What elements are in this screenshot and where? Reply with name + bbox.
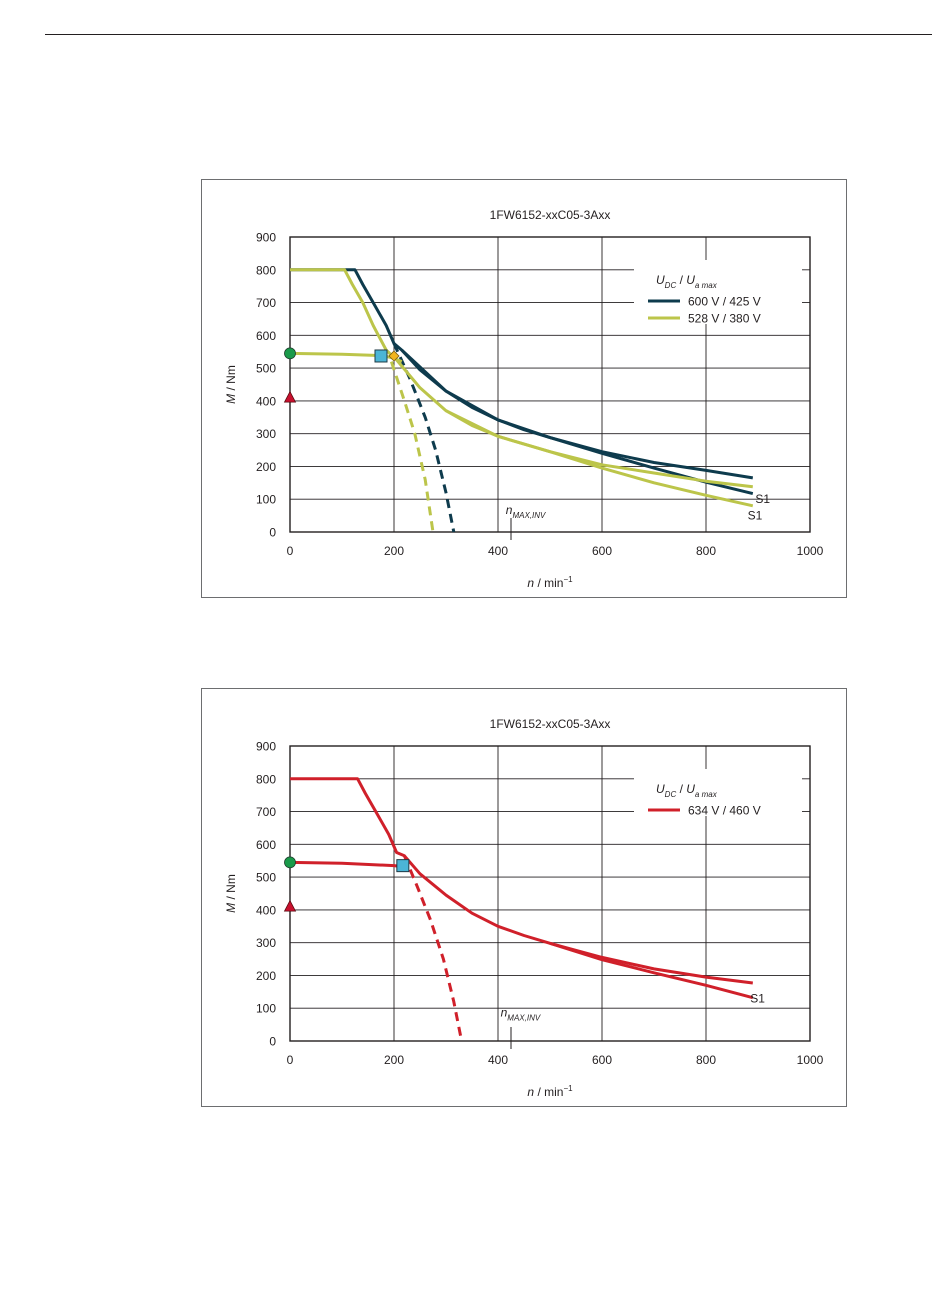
- y-tick-label: 400: [256, 903, 276, 917]
- n-max-inv-var: n: [501, 1005, 508, 1019]
- legend-entry-label: 528 V / 380 V: [688, 312, 761, 326]
- x-axis-unit-exponent: −1: [563, 575, 573, 584]
- x-axis-label: n / min−1: [527, 1084, 573, 1099]
- x-tick-label: 200: [384, 544, 404, 558]
- marker-triangle: [283, 899, 297, 912]
- y-axis-var: M: [224, 903, 238, 913]
- y-tick-label: 300: [256, 427, 276, 441]
- series-6-line: [389, 361, 435, 533]
- y-tick-label: 100: [256, 493, 276, 507]
- y-tick-label: 600: [256, 838, 276, 852]
- y-tick-label: 900: [256, 231, 276, 245]
- legend-header: UDC / Ua max: [656, 782, 718, 799]
- x-axis-unit: / min: [534, 1085, 563, 1099]
- x-tick-label: 1000: [797, 1053, 824, 1067]
- x-axis-var: n: [527, 1085, 534, 1099]
- x-tick-label: 400: [488, 544, 508, 558]
- x-tick-label: 200: [384, 1053, 404, 1067]
- y-tick-label: 600: [256, 329, 276, 343]
- legend-header-u-amax: U: [686, 273, 695, 287]
- chart-title: 1FW6152-xxC05-3Axx: [490, 717, 611, 731]
- y-axis-unit: / Nm: [224, 874, 238, 903]
- plot-border: [289, 236, 811, 533]
- y-tick-label: 500: [256, 871, 276, 885]
- legend-box: [634, 769, 802, 816]
- page-top-rule: [45, 34, 932, 35]
- s1-label: S1: [748, 509, 763, 523]
- marker-diamond: [388, 350, 400, 362]
- chart-title: 1FW6152-xxC05-3Axx: [490, 208, 611, 222]
- legend-header-amax-subscript: a max: [695, 790, 718, 799]
- y-axis-label: M / Nm: [224, 365, 238, 404]
- marker-square: [396, 859, 410, 873]
- legend-header-separator: /: [676, 782, 686, 796]
- y-tick-label: 500: [256, 362, 276, 376]
- y-tick-label: 200: [256, 969, 276, 983]
- marker-circle: [284, 347, 296, 360]
- x-tick-label: 0: [287, 544, 294, 558]
- series-5-line: [445, 409, 754, 508]
- n-max-inv-subscript: MAX,INV: [507, 1013, 541, 1022]
- x-axis-unit-exponent: −1: [563, 1084, 573, 1093]
- y-axis-unit: / Nm: [224, 365, 238, 394]
- marker-circle: [284, 856, 296, 869]
- x-tick-label: 400: [488, 1053, 508, 1067]
- chart-1: 1FW6152-xxC05-3Axx 0 100 200 300 400 500 600 700…: [224, 208, 824, 590]
- x-axis-var: n: [527, 576, 534, 590]
- legend-header-separator: /: [676, 273, 686, 287]
- x-tick-label: 600: [592, 544, 612, 558]
- series-1-line: [290, 777, 753, 985]
- marker-triangle: [283, 390, 297, 403]
- y-tick-label: 0: [269, 1035, 276, 1049]
- marker-square: [374, 349, 388, 363]
- series-4-line: [290, 268, 753, 489]
- y-tick-label: 700: [256, 805, 276, 819]
- x-tick-label: 800: [696, 1053, 716, 1067]
- y-tick-label: 800: [256, 263, 276, 277]
- legend-entry-label: 600 V / 425 V: [688, 295, 761, 309]
- s1-label: S1: [755, 492, 770, 506]
- n-max-inv-annotation: nMAX,INV: [506, 503, 546, 520]
- chart-2: 1FW6152-xxC05-3Axx 0 100 200 300 400 500 600 700…: [224, 717, 824, 1099]
- s1-label: S1: [750, 991, 765, 1005]
- y-tick-label: 0: [269, 526, 276, 540]
- y-axis-var: M: [224, 394, 238, 404]
- legend-header-u-dc: U: [656, 782, 665, 796]
- y-axis-label: M / Nm: [224, 874, 238, 913]
- y-tick-label: 300: [256, 936, 276, 950]
- x-axis-unit: / min: [534, 576, 563, 590]
- chart-frame-1: 1FW6152-xxC05-3Axx 0 100 200 300 400 500 600 700…: [201, 179, 847, 598]
- n-max-inv-annotation: nMAX,INV: [501, 1005, 541, 1022]
- legend-header-u-amax: U: [686, 782, 695, 796]
- x-tick-label: 600: [592, 1053, 612, 1067]
- x-tick-label: 1000: [797, 544, 824, 558]
- x-tick-label: 0: [287, 1053, 294, 1067]
- series-3-line: [549, 941, 754, 1000]
- legend-entry-label: 634 V / 460 V: [688, 804, 761, 818]
- legend-header-amax-subscript: a max: [695, 281, 718, 290]
- x-axis-label: n / min−1: [527, 575, 573, 590]
- y-tick-label: 100: [256, 1002, 276, 1016]
- chart-frame-2: 1FW6152-xxC05-3Axx 0 100 200 300 400 500 600 700…: [201, 688, 847, 1107]
- y-tick-label: 200: [256, 460, 276, 474]
- y-tick-label: 400: [256, 394, 276, 408]
- legend-box: [634, 260, 802, 324]
- y-tick-label: 700: [256, 296, 276, 310]
- legend-header: UDC / Ua max: [656, 273, 718, 290]
- n-max-inv-var: n: [506, 503, 513, 517]
- y-tick-label: 800: [256, 772, 276, 786]
- plot-border: [289, 745, 811, 1042]
- n-max-inv-subscript: MAX,INV: [512, 511, 546, 520]
- y-tick-label: 900: [256, 740, 276, 754]
- x-tick-label: 800: [696, 544, 716, 558]
- legend-header-dc-subscript: DC: [665, 281, 677, 290]
- legend-header-dc-subscript: DC: [665, 790, 677, 799]
- legend-header-u-dc: U: [656, 273, 665, 287]
